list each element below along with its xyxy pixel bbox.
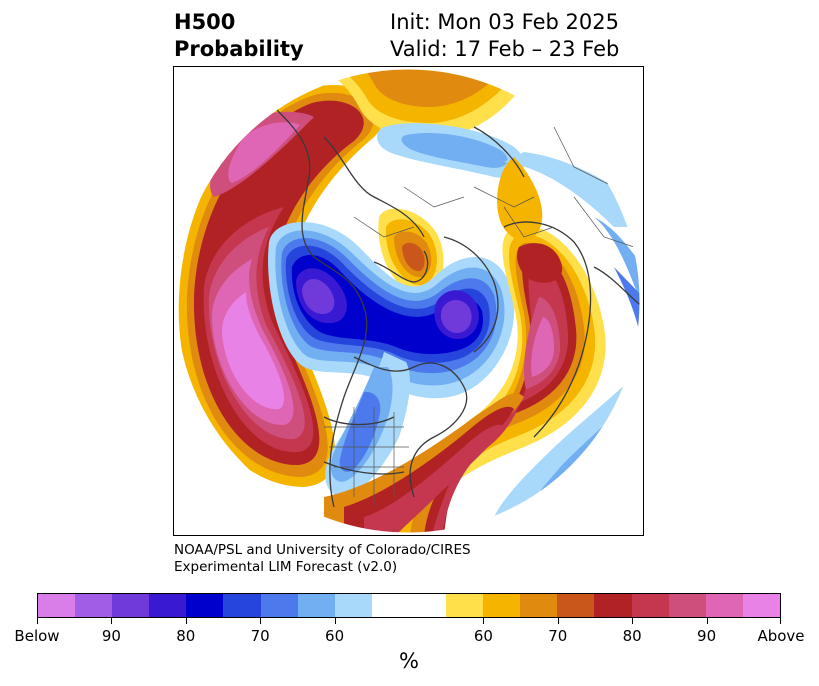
colorbar-below-segment-7	[260, 594, 298, 617]
colorbar-tick-label: Above	[757, 627, 805, 645]
credit-forecast-model: Experimental LIM Forecast (v2.0)	[174, 559, 398, 575]
credit-institution: NOAA/PSL and University of Colorado/CIRE…	[174, 542, 471, 558]
colorbar-tick	[483, 618, 485, 624]
colorbar-below-segment-9	[334, 594, 372, 617]
colorbar-tick-label: 80	[176, 627, 196, 645]
colorbar-tick	[37, 618, 38, 624]
colorbar-tick-label: 70	[250, 627, 270, 645]
valid-range: Valid: 17 Feb – 23 Feb	[390, 37, 620, 61]
probability-colorbar	[37, 593, 781, 618]
colorbar-above-segment-4	[557, 594, 595, 617]
colorbar-below-segment-1	[38, 594, 76, 617]
colorbar-tick-label: 90	[697, 627, 717, 645]
colorbar-tick-label: Below	[14, 627, 60, 645]
colorbar-below-segment-2	[75, 594, 113, 617]
colorbar-tick-label: 90	[101, 627, 121, 645]
colorbar-tick-label: 60	[473, 627, 493, 645]
colorbar-above-segment-5	[594, 594, 632, 617]
colorbar-tick	[334, 618, 336, 624]
colorbar-tick	[632, 618, 634, 624]
colorbar-unit-label: %	[399, 649, 419, 673]
forecast-dates: Init: Mon 03 Feb 2025 Valid: 17 Feb – 23…	[390, 9, 619, 63]
colorbar-tick-label: 70	[548, 627, 568, 645]
globe-outline	[175, 68, 641, 534]
probability-map	[173, 66, 644, 536]
political-borders	[324, 126, 635, 507]
north-america-below-anomaly	[268, 222, 515, 497]
colorbar-above-segment-3	[520, 594, 558, 617]
colorbar-tick	[185, 618, 187, 624]
colorbar-above-segment-7	[668, 594, 706, 617]
colorbar-tick	[706, 618, 708, 624]
credit-block: NOAA/PSL and University of Colorado/CIRE…	[174, 542, 471, 576]
colorbar-above-segment-8	[705, 594, 743, 617]
colorbar-above-segment-2	[483, 594, 521, 617]
colorbar-below-segment-4	[149, 594, 187, 617]
colorbar-below-segment-6	[223, 594, 261, 617]
init-date: Init: Mon 03 Feb 2025	[390, 10, 619, 34]
colorbar-neutral-segment	[371, 594, 447, 617]
colorbar-tick-label: 80	[622, 627, 642, 645]
colorbar-above-segment-1	[446, 594, 484, 617]
colorbar-tick	[557, 618, 559, 624]
colorbar-below-segment-3	[112, 594, 150, 617]
colorbar-below-segment-8	[297, 594, 335, 617]
colorbar-above-segment-9	[742, 594, 780, 617]
colorbar-tick	[780, 618, 781, 624]
title-line-variable: H500	[174, 10, 236, 34]
map-canvas	[175, 68, 641, 534]
atlantic-above-anomaly	[324, 157, 606, 533]
colorbar-tick	[260, 618, 262, 624]
map-title: H500 Probability	[174, 9, 304, 63]
title-line-probability: Probability	[174, 37, 304, 61]
arctic-below-anomaly	[377, 123, 640, 367]
colorbar-above-segment-6	[631, 594, 669, 617]
colorbar-tick	[111, 618, 113, 624]
colorbar-tick-label: 60	[325, 627, 345, 645]
colorbar-below-segment-5	[186, 594, 224, 617]
